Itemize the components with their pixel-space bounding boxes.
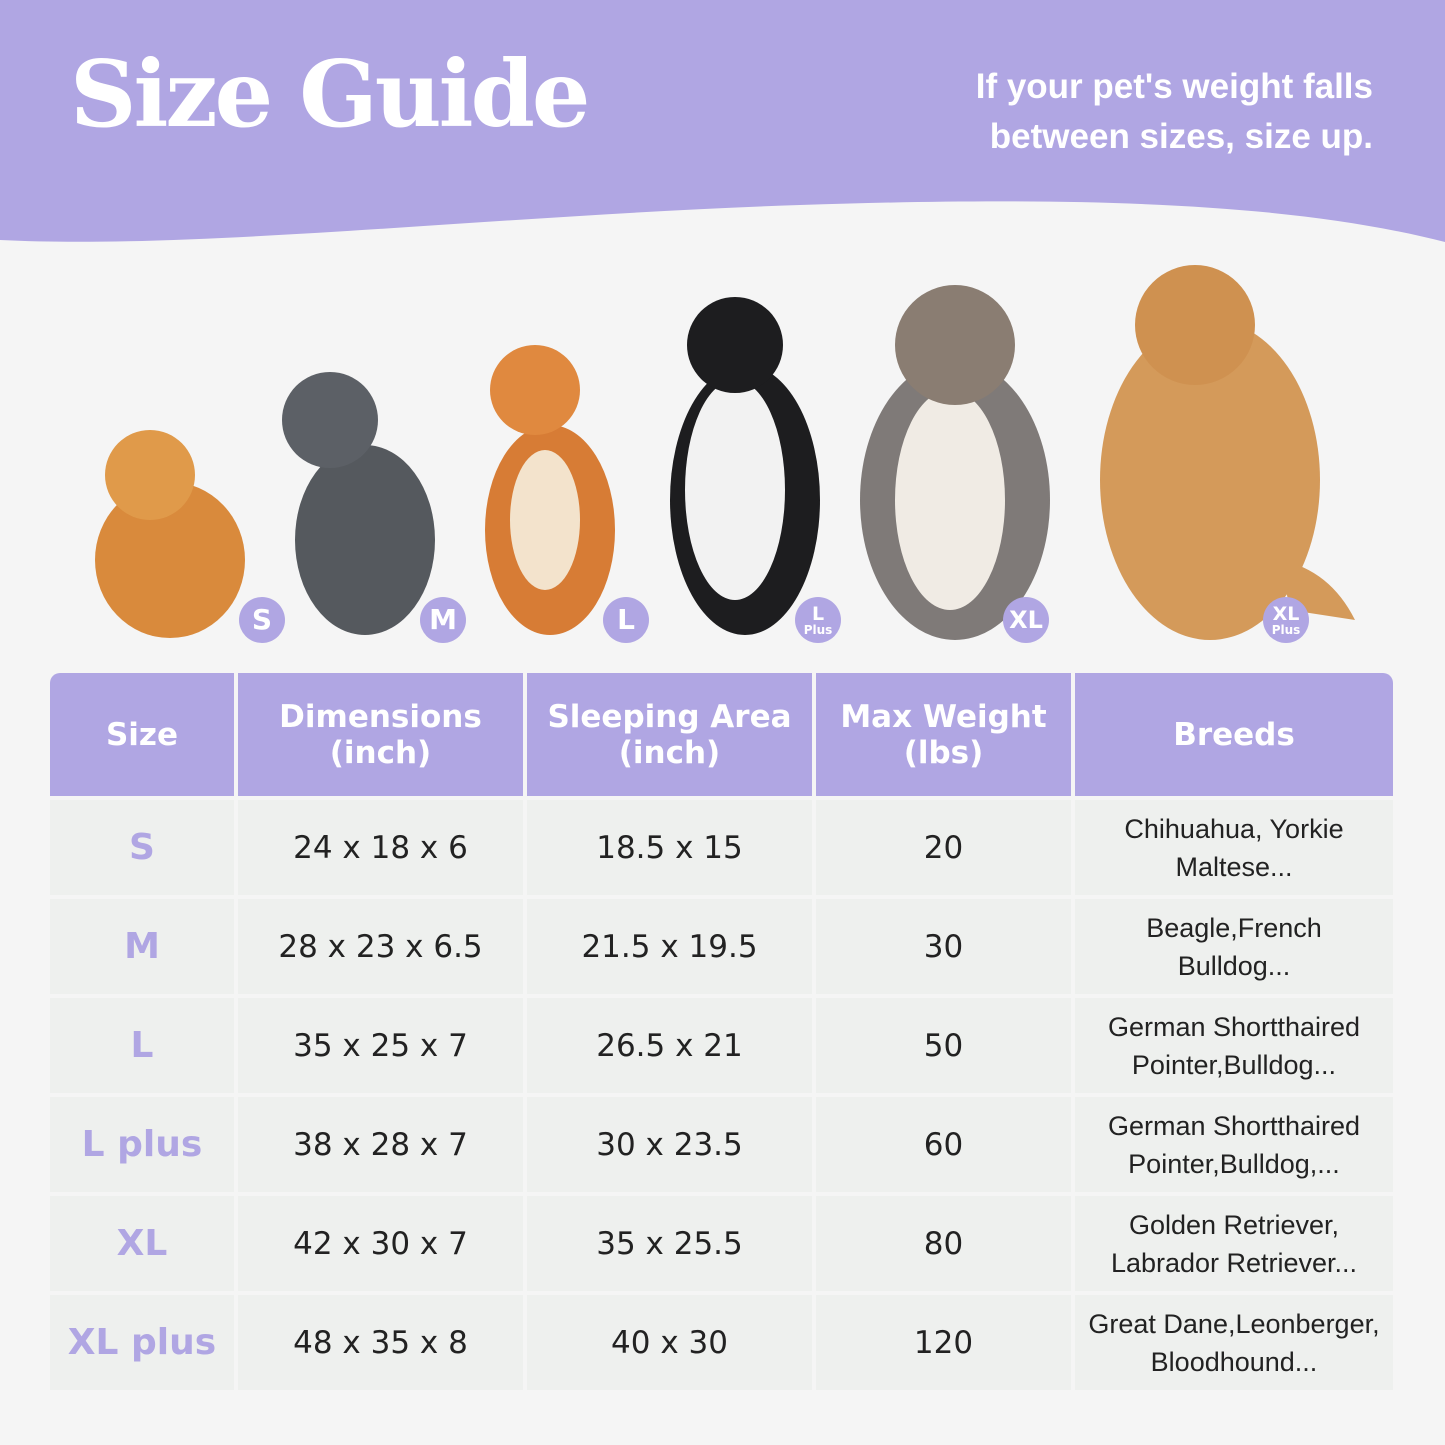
size-badge-l-plus: L Plus xyxy=(795,597,841,643)
badge-label: S xyxy=(251,603,273,636)
cell-dimensions: 24 x 18 x 6 xyxy=(238,800,523,895)
badge-label: XL xyxy=(1009,606,1043,634)
cell-size: L plus xyxy=(50,1097,234,1192)
cell-sleeping-area: 35 x 25.5 xyxy=(527,1196,812,1291)
cell-dimensions: 48 x 35 x 8 xyxy=(238,1295,523,1390)
dog-shiba-inu xyxy=(485,345,615,635)
cell-sleeping-area: 26.5 x 21 xyxy=(527,998,812,1093)
table-row: M 28 x 23 x 6.5 21.5 x 19.5 30 Beagle,French… xyxy=(50,899,1393,994)
cell-breeds: German Shortthaired Pointer,Bulldog... xyxy=(1075,998,1393,1093)
cell-breeds: German Shortthaired Pointer,Bulldog,... xyxy=(1075,1097,1393,1192)
cell-dimensions: 38 x 28 x 7 xyxy=(238,1097,523,1192)
dog-pomeranian xyxy=(95,430,245,638)
table-row: XL plus 48 x 35 x 8 40 x 30 120 Great Dane,L… xyxy=(50,1295,1393,1390)
dog-border-collie xyxy=(670,297,820,635)
table-row: XL 42 x 30 x 7 35 x 25.5 80 Golden Retriever… xyxy=(50,1196,1393,1291)
cell-dimensions: 42 x 30 x 7 xyxy=(238,1196,523,1291)
cell-sleeping-area: 40 x 30 xyxy=(527,1295,812,1390)
cell-sleeping-area: 18.5 x 15 xyxy=(527,800,812,895)
cell-dimensions: 35 x 25 x 7 xyxy=(238,998,523,1093)
cell-size: M xyxy=(50,899,234,994)
dog-lineup xyxy=(95,265,1355,640)
table-row: S 24 x 18 x 6 18.5 x 15 20 Chihuahua, Yorkie… xyxy=(50,800,1393,895)
cell-max-weight: 60 xyxy=(816,1097,1071,1192)
table-row: L plus 38 x 28 x 7 30 x 23.5 60 German Short… xyxy=(50,1097,1393,1192)
dog-australian-shepherd xyxy=(860,285,1050,640)
table-row: L 35 x 25 x 7 26.5 x 21 50 German Shortthair… xyxy=(50,998,1393,1093)
cell-breeds: Golden Retriever, Labrador Retriever... xyxy=(1075,1196,1393,1291)
header-banner xyxy=(0,0,1445,242)
dog-golden-retriever xyxy=(1100,265,1355,640)
header-max-weight: Max Weight (lbs) xyxy=(816,673,1071,796)
cell-size: XL xyxy=(50,1196,234,1291)
cell-max-weight: 50 xyxy=(816,998,1071,1093)
cell-size: L xyxy=(50,998,234,1093)
page-title: Size Guide xyxy=(70,40,590,148)
cell-breeds: Chihuahua, Yorkie Maltese... xyxy=(1075,800,1393,895)
cell-size: XL plus xyxy=(50,1295,234,1390)
badge-sublabel: Plus xyxy=(803,622,833,637)
badge-label: XL xyxy=(1272,602,1300,625)
cell-max-weight: 30 xyxy=(816,899,1071,994)
header-dimensions: Dimensions (inch) xyxy=(238,673,523,796)
cell-breeds: Beagle,French Bulldog... xyxy=(1075,899,1393,994)
size-table: Size Dimensions (inch) Sleeping Area (in… xyxy=(50,673,1393,1394)
header-sleeping-area: Sleeping Area (inch) xyxy=(527,673,812,796)
cell-max-weight: 20 xyxy=(816,800,1071,895)
badge-label: L xyxy=(617,603,635,636)
cell-max-weight: 80 xyxy=(816,1196,1071,1291)
badge-label: M xyxy=(429,603,457,636)
dog-french-bulldog xyxy=(282,372,435,635)
cell-breeds: Great Dane,Leonberger, Bloodhound... xyxy=(1075,1295,1393,1390)
size-badge-xl: XL xyxy=(1003,597,1049,643)
size-badge-m: M xyxy=(420,597,466,643)
table-header-row: Size Dimensions (inch) Sleeping Area (in… xyxy=(50,673,1393,796)
cell-size: S xyxy=(50,800,234,895)
badge-sublabel: Plus xyxy=(1271,622,1301,637)
cell-sleeping-area: 30 x 23.5 xyxy=(527,1097,812,1192)
size-badge-xl-plus: XL Plus xyxy=(1263,597,1309,643)
cell-dimensions: 28 x 23 x 6.5 xyxy=(238,899,523,994)
size-badge-s: S xyxy=(239,597,285,643)
badge-label: L xyxy=(811,602,825,625)
header-breeds: Breeds xyxy=(1075,673,1393,796)
cell-sleeping-area: 21.5 x 19.5 xyxy=(527,899,812,994)
header-size: Size xyxy=(50,673,234,796)
cell-max-weight: 120 xyxy=(816,1295,1071,1390)
sizing-tip: If your pet's weight falls between sizes… xyxy=(975,67,1373,156)
size-badge-l: L xyxy=(603,597,649,643)
